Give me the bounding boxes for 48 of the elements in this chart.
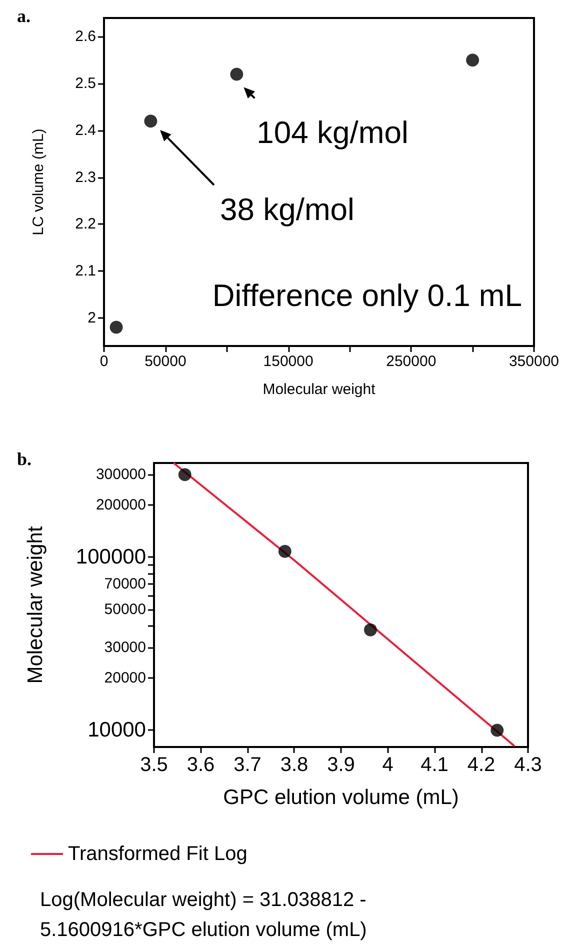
x-axis-title: Molecular weight [262,381,376,398]
x-tick-label: 4.3 [514,754,542,776]
point [230,68,244,81]
x-tick-label: 150000 [263,353,314,370]
legend-label: Transformed Fit Log [68,843,248,865]
x-tick-label: 50000 [144,353,186,370]
y-tick-label: 200000 [96,496,146,514]
point [110,320,123,334]
y-tick-label: 2.1 [75,262,96,280]
x-tick-label: 0 [100,353,108,370]
point [490,724,504,737]
annotation: 104 kg/mol [256,115,408,150]
y-tick-label: 2.3 [75,168,96,186]
y-tick-label: 20000 [104,670,146,687]
point [178,468,192,482]
y-tick-label: 2.2 [75,216,96,233]
x-tick-label: 3.8 [280,754,308,776]
point [364,623,377,636]
x-tick-label: 3.9 [327,754,355,776]
y-axis-title: LC volume (mL) [30,128,47,236]
x-tick-label: 4 [382,754,394,776]
annotation: 38 kg/mol [220,192,354,227]
y-tick-label: 2.4 [75,122,96,139]
x-tick-label: 250000 [386,353,436,370]
y-tick-label: 100000 [76,546,146,569]
y-tick-label: 10000 [88,718,146,742]
y-tick-label: 30000 [104,639,146,656]
x-tick-label: 3.7 [234,754,262,776]
point [144,114,158,128]
x-tick-label: 350000 [508,353,560,370]
text: Log(Molecular weight) = 31.038812 - 5.1600916*GPC elution volume (mL) [40,889,372,941]
y-tick-label: 2 [88,309,96,326]
y-tick-label: 50000 [104,600,146,618]
x-tick-label: 3.5 [140,754,168,776]
chart-title: b. [17,449,32,469]
y-axis-title: Molecular weight [24,526,47,684]
x-tick-label: 4.2 [467,754,496,776]
x-tick-label: 4.1 [420,754,448,776]
chart-title: a. [17,6,30,26]
y-tick-label: 70000 [104,575,146,592]
y-tick-label: 2.5 [75,75,96,92]
x-tick-label: 3.6 [186,754,215,776]
x-axis-title: GPC elution volume (mL) [223,786,459,809]
y-tick-label: 300000 [96,466,146,484]
point [466,54,480,67]
y-tick-label: 2.6 [75,28,96,46]
point [278,544,292,558]
annotation: Difference only 0.1 mL [212,278,522,313]
